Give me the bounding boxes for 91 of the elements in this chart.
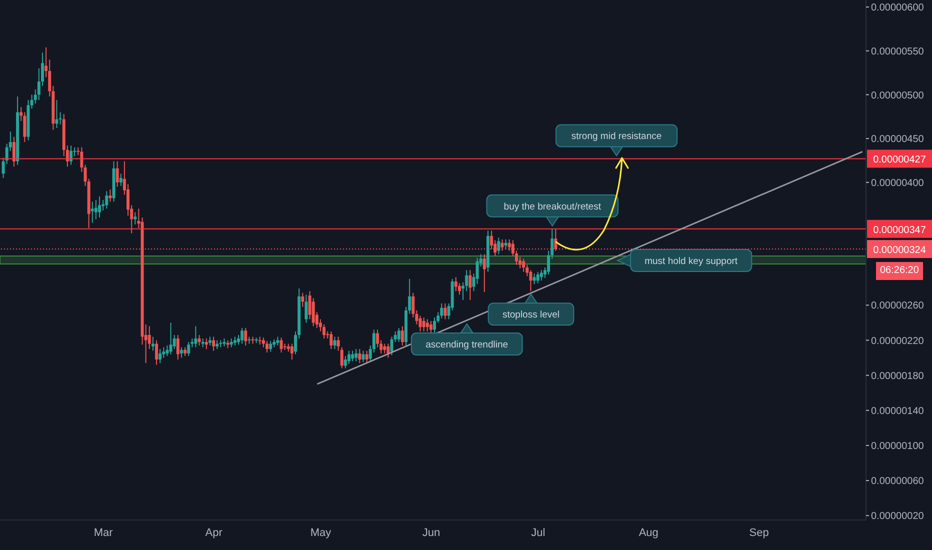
candlestick xyxy=(219,340,222,348)
x-tick-label: Aug xyxy=(638,526,658,539)
candlestick xyxy=(400,326,404,346)
candlestick xyxy=(386,343,390,358)
candlestick xyxy=(362,350,365,363)
candlestick xyxy=(504,238,508,250)
candlestick xyxy=(280,337,283,354)
annotation: ascending trendline xyxy=(426,339,508,350)
y-tick-label: 0.00000220 xyxy=(871,336,924,347)
candlestick xyxy=(394,330,397,342)
candlestick xyxy=(304,294,308,324)
candlestick xyxy=(266,340,268,354)
candlestick xyxy=(347,350,350,364)
candlestick xyxy=(90,201,94,224)
candlestick xyxy=(12,136,16,168)
candlestick xyxy=(500,238,504,252)
candlestick xyxy=(108,188,112,202)
text: 06:26:20 xyxy=(876,262,923,280)
y-tick-label: 0.00000100 xyxy=(871,441,924,452)
candlestick xyxy=(116,160,119,188)
candlestick xyxy=(354,348,358,362)
y-tick-label: 0.00000260 xyxy=(871,300,924,312)
x-tick-label: Jul xyxy=(531,526,546,539)
x-tick-label: Apr xyxy=(205,526,223,539)
candlestick xyxy=(522,258,526,272)
candlestick xyxy=(426,318,429,332)
candlestick xyxy=(390,336,394,356)
candlestick xyxy=(429,320,432,334)
candlestick xyxy=(476,257,479,285)
candlestick xyxy=(444,302,447,320)
candlestick xyxy=(119,173,122,186)
candlestick xyxy=(204,338,208,350)
y-tick-label: 0.00000140 xyxy=(871,406,924,417)
candlestick xyxy=(69,145,72,166)
candlestick xyxy=(497,237,500,255)
candlestick xyxy=(244,327,248,346)
y-tick-label: 0.00000450 xyxy=(871,134,924,146)
candlestick xyxy=(365,350,368,364)
candlestick xyxy=(194,326,198,348)
candlestick xyxy=(536,271,540,284)
candlestick xyxy=(240,327,244,344)
candlestick xyxy=(330,330,333,350)
candlestick xyxy=(94,199,98,220)
candlestick xyxy=(468,270,472,300)
candlestick xyxy=(422,316,426,332)
x-tick-label: Mar xyxy=(94,526,114,539)
candlestick xyxy=(351,350,354,362)
x-tick-label: Jun xyxy=(422,526,440,539)
candlestick xyxy=(58,112,62,126)
candlestick xyxy=(397,327,400,342)
candlestick xyxy=(269,340,272,352)
candlestick xyxy=(454,276,458,292)
y-tick-label: 0.00000500 xyxy=(871,90,924,102)
candlestick xyxy=(180,346,183,358)
candlestick xyxy=(301,292,304,308)
y-tick-label: 0.00000020 xyxy=(871,511,924,522)
candlestick xyxy=(440,302,444,319)
candlestick xyxy=(105,190,108,210)
candlestick xyxy=(151,336,154,352)
candlestick xyxy=(333,336,336,350)
annotation: must hold key support xyxy=(644,256,738,267)
candlestick xyxy=(98,196,102,218)
ref-line-label: 0.00000427 xyxy=(873,154,926,166)
ref-line-label: 0.00000347 xyxy=(873,224,926,236)
candlestick xyxy=(198,334,201,346)
annotation: buy the breakout/retest xyxy=(504,201,602,212)
candlestick xyxy=(383,343,386,354)
y-tick-label: 0.00000180 xyxy=(871,370,924,382)
y-tick-label: 0.00000550 xyxy=(871,46,924,58)
candlestick xyxy=(166,344,169,357)
ref-line-label: 0.00000324 xyxy=(873,245,926,256)
candlestick xyxy=(482,254,486,293)
y-tick-label: 0.00000060 xyxy=(871,476,924,488)
candlestick xyxy=(290,343,294,360)
candlestick xyxy=(187,341,190,357)
candlestick xyxy=(358,348,362,364)
candlestick xyxy=(134,212,137,225)
annotation: strong mid resistance xyxy=(571,131,662,142)
y-tick-label: 0.00000400 xyxy=(871,178,924,189)
candlestick xyxy=(55,99,58,129)
candlestick xyxy=(158,348,162,364)
candlestick xyxy=(212,336,216,352)
annotation: stoploss level xyxy=(502,310,560,321)
x-tick-label: Sep xyxy=(749,526,769,539)
y-tick-label: 0.00000600 xyxy=(871,2,924,14)
candlestick xyxy=(532,273,536,285)
candlestick xyxy=(176,334,180,360)
x-tick-label: May xyxy=(310,526,332,539)
candlestick xyxy=(540,270,543,282)
candlestick xyxy=(155,340,158,366)
candlestick xyxy=(169,322,172,355)
